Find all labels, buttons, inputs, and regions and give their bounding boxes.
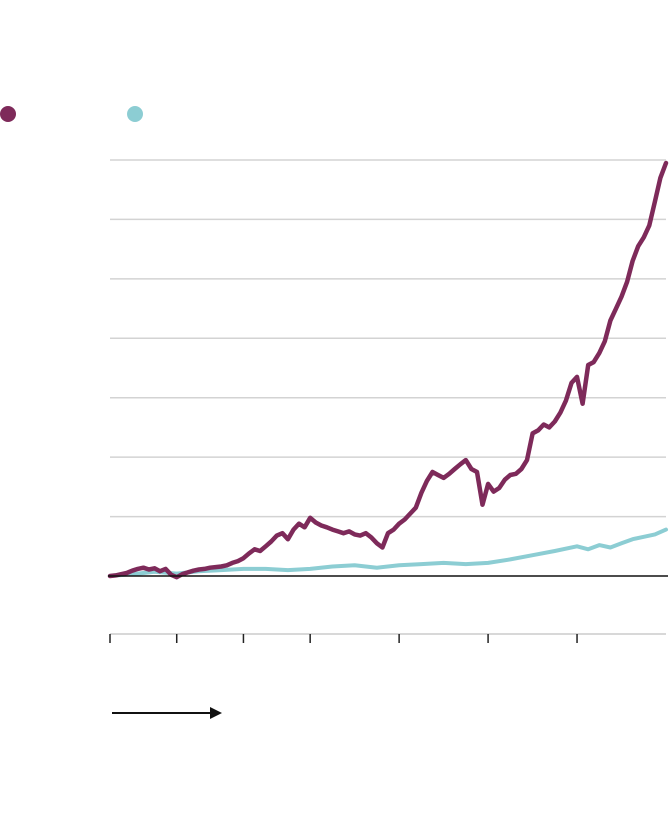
series-line-1 <box>107 160 669 580</box>
x-axis <box>109 633 666 643</box>
legend-marker-series-1 <box>0 106 16 122</box>
legend-marker-series-2 <box>127 106 143 122</box>
arrow-head-icon <box>210 707 222 719</box>
series-lines <box>107 160 669 580</box>
gridlines <box>110 159 666 518</box>
time-arrow <box>112 707 222 719</box>
series-line-2 <box>108 527 668 578</box>
